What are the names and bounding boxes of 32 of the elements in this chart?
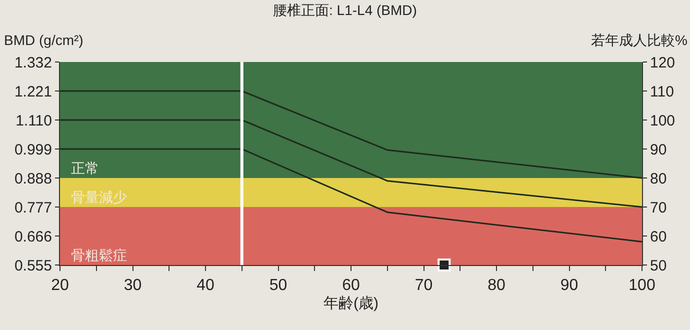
y-tick-label: 0.888 [14, 170, 52, 188]
x-tick-label: 70 [414, 277, 433, 294]
y-tick-label: 1.332 [14, 54, 52, 72]
y2-tick-label: 100 [650, 112, 676, 130]
y2-tick-label: 80 [650, 170, 667, 188]
y2-tick-label: 90 [650, 141, 667, 158]
band-label: 正常 [71, 160, 99, 176]
y2-tick-label: 110 [650, 83, 674, 100]
x-tick-label: 100 [628, 277, 656, 294]
y2-tick-label: 120 [650, 54, 676, 72]
y2-tick-label: 50 [650, 257, 667, 274]
x-tick-label: 60 [342, 277, 360, 294]
chart-title: 腰椎正面: L1-L4 (BMD) [273, 2, 417, 18]
y-tick-label: 0.777 [14, 199, 52, 216]
x-tick-label: 30 [124, 277, 142, 294]
y-tick-label: 1.221 [14, 83, 52, 100]
band-label: 骨粗鬆症 [71, 247, 127, 263]
y-tick-label: 0.555 [14, 257, 52, 274]
y-axis-title: BMD (g/cm²) [4, 32, 84, 48]
x-tick-label: 20 [51, 277, 69, 294]
x-tick-label: 90 [560, 277, 578, 294]
y-tick-label: 1.110 [16, 112, 52, 130]
y-tick-label: 0.666 [14, 228, 52, 246]
y-tick-label: 0.999 [14, 141, 52, 158]
y2-tick-label: 60 [650, 228, 667, 246]
y2-axis-title: 若年成人比較% [591, 32, 688, 48]
y2-tick-label: 70 [650, 199, 667, 216]
x-tick-label: 50 [269, 277, 288, 294]
x-tick-label: 80 [488, 277, 506, 294]
x-axis-title: 年齢(歳) [324, 295, 378, 312]
x-tick-label: 40 [196, 277, 214, 294]
band-label: 骨量減少 [71, 189, 127, 205]
